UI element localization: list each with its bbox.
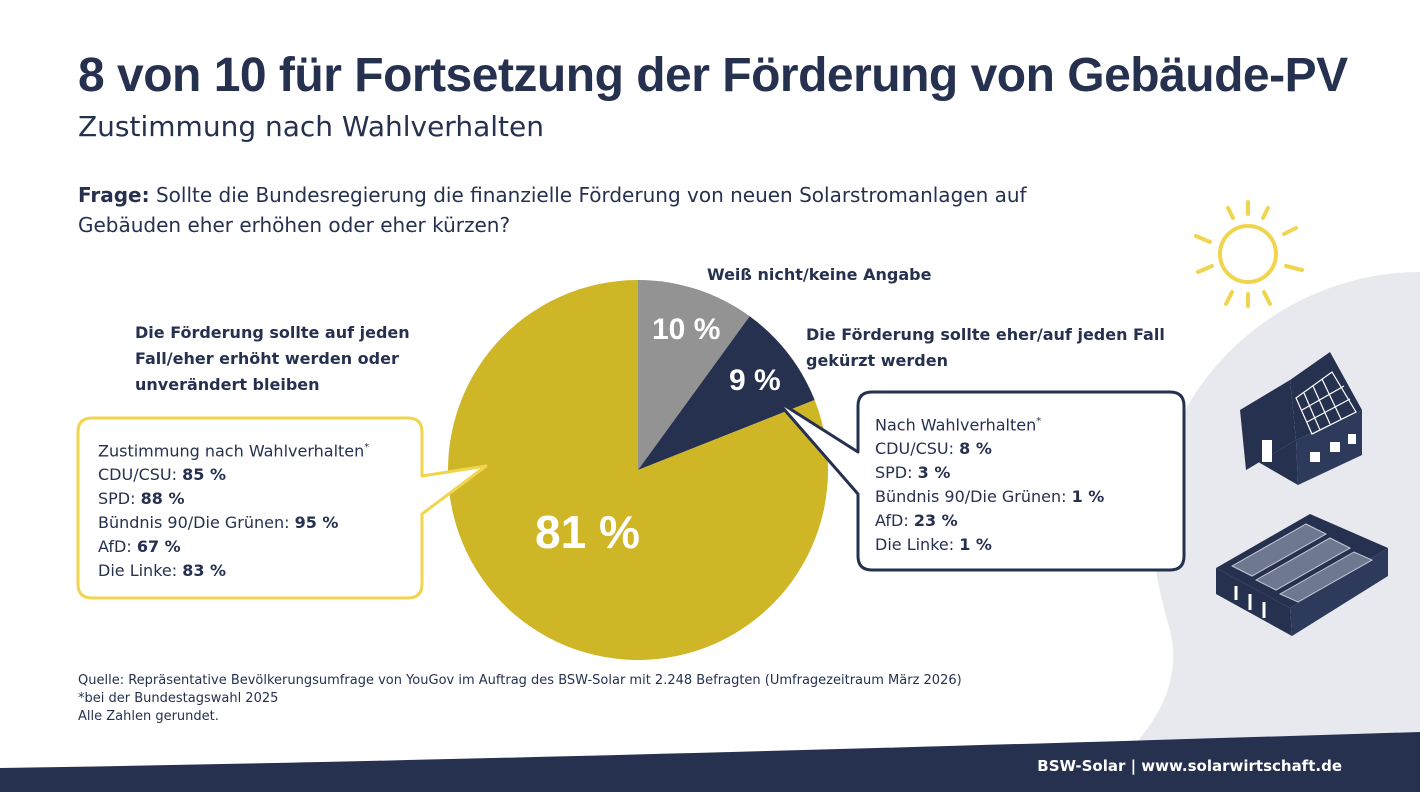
callout-box-cut bbox=[774, 390, 1186, 572]
callout-box-support bbox=[76, 416, 488, 600]
breakdown-heading: Zustimmung nach Wahlverhalten* bbox=[98, 436, 418, 463]
house-with-solar-roof-icon bbox=[1240, 352, 1362, 485]
party-name: AfD: bbox=[875, 511, 909, 531]
footnote-text: *bei der Bundestagswahl 2025 bbox=[78, 691, 279, 706]
breakdown-row: CDU/CSU: 85 % bbox=[98, 463, 418, 487]
pie-slice-support bbox=[448, 280, 829, 660]
party-value: 1 % bbox=[959, 535, 992, 555]
page-title: 8 von 10 für Fortsetzung der Förderung v… bbox=[78, 49, 1348, 102]
party-value: 67 % bbox=[136, 537, 181, 557]
sun-icon bbox=[1194, 200, 1304, 308]
breakdown-row: Die Linke: 1 % bbox=[875, 533, 1175, 557]
question-text: Sollte die Bundesregierung die finanziel… bbox=[78, 183, 1027, 237]
party-name: AfD: bbox=[98, 537, 132, 557]
breakdown-support: Zustimmung nach Wahlverhalten* CDU/CSU: … bbox=[98, 436, 418, 583]
party-name: SPD: bbox=[98, 489, 136, 509]
party-name: Die Linke: bbox=[875, 535, 955, 555]
party-name: CDU/CSU: bbox=[98, 465, 178, 485]
party-value: 85 % bbox=[182, 465, 226, 485]
warehouse-with-solar-roof-icon bbox=[1216, 514, 1388, 636]
breakdown-cut: Nach Wahlverhalten* CDU/CSU: 8 % SPD: 3 … bbox=[875, 410, 1175, 557]
slice-label-cut: Die Förderung sollte eher/auf jeden Fall… bbox=[806, 325, 1165, 370]
party-value: 88 % bbox=[140, 489, 185, 509]
party-name: SPD: bbox=[875, 463, 913, 483]
party-name: Bündnis 90/Die Grünen: bbox=[875, 487, 1067, 507]
breakdown-row: Bündnis 90/Die Grünen: 1 % bbox=[875, 485, 1175, 509]
breakdown-row: AfD: 67 % bbox=[98, 535, 418, 559]
slice-label-unknown: Weiß nicht/keine Angabe bbox=[707, 265, 932, 284]
rounding-note: Alle Zahlen gerundet. bbox=[78, 709, 219, 724]
party-value: 95 % bbox=[294, 513, 339, 533]
page-subtitle: Zustimmung nach Wahlverhalten bbox=[78, 110, 544, 143]
party-name: Bündnis 90/Die Grünen: bbox=[98, 513, 290, 533]
party-name: CDU/CSU: bbox=[875, 439, 955, 459]
party-value: 23 % bbox=[913, 511, 958, 531]
source-notes: Quelle: Repräsentative Bevölkerungsumfra… bbox=[78, 672, 962, 726]
breakdown-row: Bündnis 90/Die Grünen: 95 % bbox=[98, 511, 418, 535]
party-value: 3 % bbox=[917, 463, 951, 483]
party-value: 8 % bbox=[959, 439, 992, 459]
pie-slices bbox=[448, 280, 829, 660]
slice-value-cut: 9 % bbox=[729, 364, 781, 397]
slice-label-support: Die Förderung sollte auf jeden Fall/eher… bbox=[135, 323, 410, 394]
party-value: 83 % bbox=[182, 561, 227, 581]
slice-value-support: 81 % bbox=[535, 506, 640, 558]
pie-slice-unknown bbox=[638, 280, 750, 470]
survey-question: Frage: Sollte die Bundesregierung die fi… bbox=[78, 180, 1118, 240]
breakdown-heading-text: Zustimmung nach Wahlverhalten bbox=[98, 441, 365, 461]
breakdown-row: Die Linke: 83 % bbox=[98, 559, 418, 583]
source-text: Quelle: Repräsentative Bevölkerungsumfra… bbox=[78, 673, 962, 688]
house-door bbox=[1262, 440, 1272, 462]
breakdown-row: SPD: 88 % bbox=[98, 487, 418, 511]
breakdown-row: AfD: 23 % bbox=[875, 509, 1175, 533]
breakdown-row: CDU/CSU: 8 % bbox=[875, 437, 1175, 461]
brand-footer-link[interactable]: BSW-Solar | www.solarwirtschaft.de bbox=[1037, 757, 1342, 775]
breakdown-row: SPD: 3 % bbox=[875, 461, 1175, 485]
breakdown-heading: Nach Wahlverhalten* bbox=[875, 410, 1175, 437]
footer-band bbox=[0, 732, 1420, 792]
party-value: 1 % bbox=[1071, 487, 1105, 507]
breakdown-heading-text: Nach Wahlverhalten bbox=[875, 415, 1037, 435]
question-label: Frage: bbox=[78, 183, 150, 207]
pie-slice-cut bbox=[638, 316, 815, 470]
footnote-marker: * bbox=[364, 442, 370, 453]
party-name: Die Linke: bbox=[98, 561, 178, 581]
footnote-marker: * bbox=[1036, 416, 1042, 427]
slice-value-unknown: 10 % bbox=[652, 313, 721, 346]
